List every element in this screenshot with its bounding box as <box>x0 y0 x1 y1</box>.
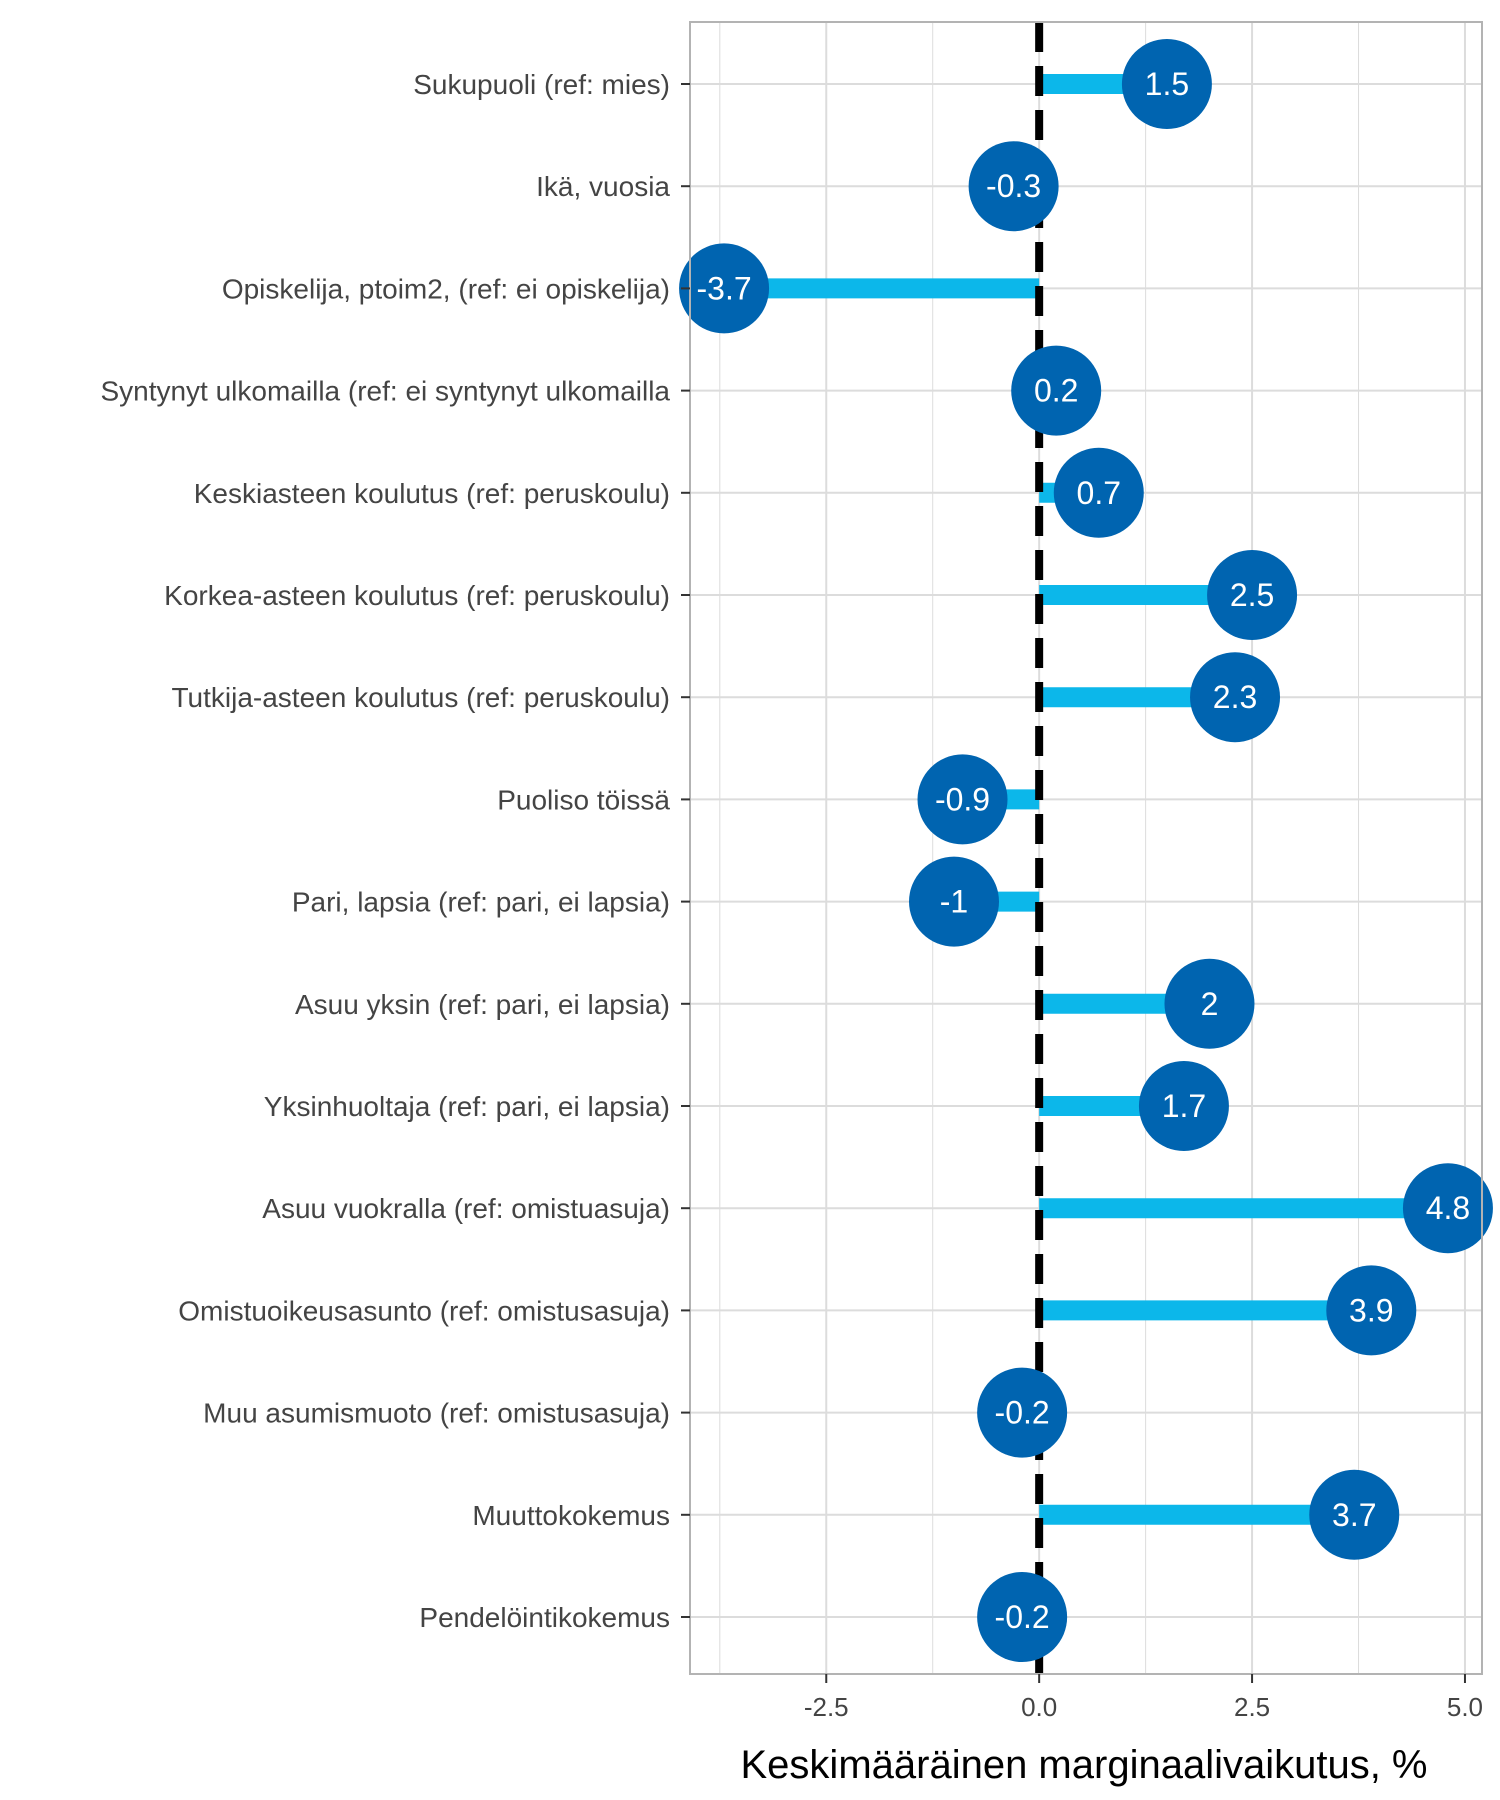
data-label: 1.5 <box>1145 66 1189 102</box>
category-label: Sukupuoli (ref: mies) <box>413 69 670 100</box>
data-point <box>1309 1469 1400 1560</box>
category-label: Syntynyt ulkomailla (ref: ei syntynyt ul… <box>100 376 670 407</box>
category-label: Opiskelija, ptoim2, (ref: ei opiskelija) <box>222 273 670 304</box>
category-label: Ikä, vuosia <box>536 171 670 202</box>
data-label: -1 <box>940 884 968 920</box>
points: 1.5 -0.3 -3.7 0.2 0.7 2.5 2.3 -0.9 -1 2 1.7 4.8 3.9 -… <box>679 39 1493 1662</box>
data-label: 2.5 <box>1230 577 1274 613</box>
data-point <box>1011 345 1102 436</box>
x-axis-title: Keskimääräinen marginaalivaikutus, % <box>741 1743 1428 1787</box>
data-label: 3.9 <box>1349 1292 1393 1328</box>
data-label: 0.7 <box>1077 475 1121 511</box>
category-label: Muuttokokemus <box>472 1500 670 1531</box>
data-label: -0.9 <box>935 781 990 817</box>
category-label: Muu asumismuoto (ref: omistusasuja) <box>203 1398 670 1429</box>
data-point <box>1207 550 1298 640</box>
data-point <box>968 141 1059 232</box>
category-label: Korkea-asteen koulutus (ref: peruskoulu) <box>164 580 670 611</box>
category-label: Puoliso töissä <box>497 784 670 815</box>
data-point <box>1190 652 1281 743</box>
x-tick-label: -2.5 <box>804 1692 849 1722</box>
x-axis: -2.5 0.0 2.5 5.0 <box>804 1674 1483 1722</box>
category-label: Omistuoikeusasunto (ref: omistusasuja) <box>178 1295 670 1326</box>
data-label: 0.2 <box>1034 373 1078 409</box>
category-label: Keskiasteen koulutus (ref: peruskoulu) <box>194 478 670 509</box>
data-label: 3.7 <box>1332 1497 1376 1533</box>
data-label: -0.2 <box>995 1395 1050 1431</box>
data-point <box>909 856 999 947</box>
data-point <box>1326 1265 1417 1356</box>
category-label: Pendelöintikokemus <box>419 1602 670 1633</box>
x-tick-label: 2.5 <box>1234 1692 1270 1722</box>
x-tick-label: 5.0 <box>1447 1692 1483 1722</box>
data-point <box>977 1572 1068 1662</box>
data-point <box>977 1367 1068 1458</box>
data-label: 1.7 <box>1162 1088 1206 1124</box>
panel-background <box>690 22 1482 1674</box>
category-label: Asuu vuokralla (ref: omistuasuja) <box>262 1193 670 1224</box>
category-labels: Sukupuoli (ref: mies) Ikä, vuosia Opiskeli… <box>100 69 690 1633</box>
category-label: Pari, lapsia (ref: pari, ei lapsia) <box>292 887 670 918</box>
data-point <box>1164 958 1255 1049</box>
data-label: 2 <box>1201 986 1219 1022</box>
category-label: Yksinhuoltaja (ref: pari, ei lapsia) <box>264 1091 670 1122</box>
data-label: 4.8 <box>1426 1190 1470 1226</box>
data-point <box>1121 39 1212 129</box>
category-label: Tutkija-asteen koulutus (ref: peruskoulu… <box>171 682 670 713</box>
data-point <box>1402 1163 1493 1254</box>
x-tick-label: 0.0 <box>1021 1692 1057 1722</box>
data-label: -3.7 <box>696 270 751 306</box>
data-label: -0.3 <box>986 168 1041 204</box>
data-label: 2.3 <box>1213 679 1257 715</box>
data-point <box>917 754 1008 845</box>
data-label: -0.2 <box>995 1599 1050 1635</box>
data-point <box>1138 1061 1229 1151</box>
category-label: Asuu yksin (ref: pari, ei lapsia) <box>295 989 670 1020</box>
data-point <box>679 243 770 334</box>
data-point <box>1053 447 1144 538</box>
panel-border <box>689 21 1483 1675</box>
